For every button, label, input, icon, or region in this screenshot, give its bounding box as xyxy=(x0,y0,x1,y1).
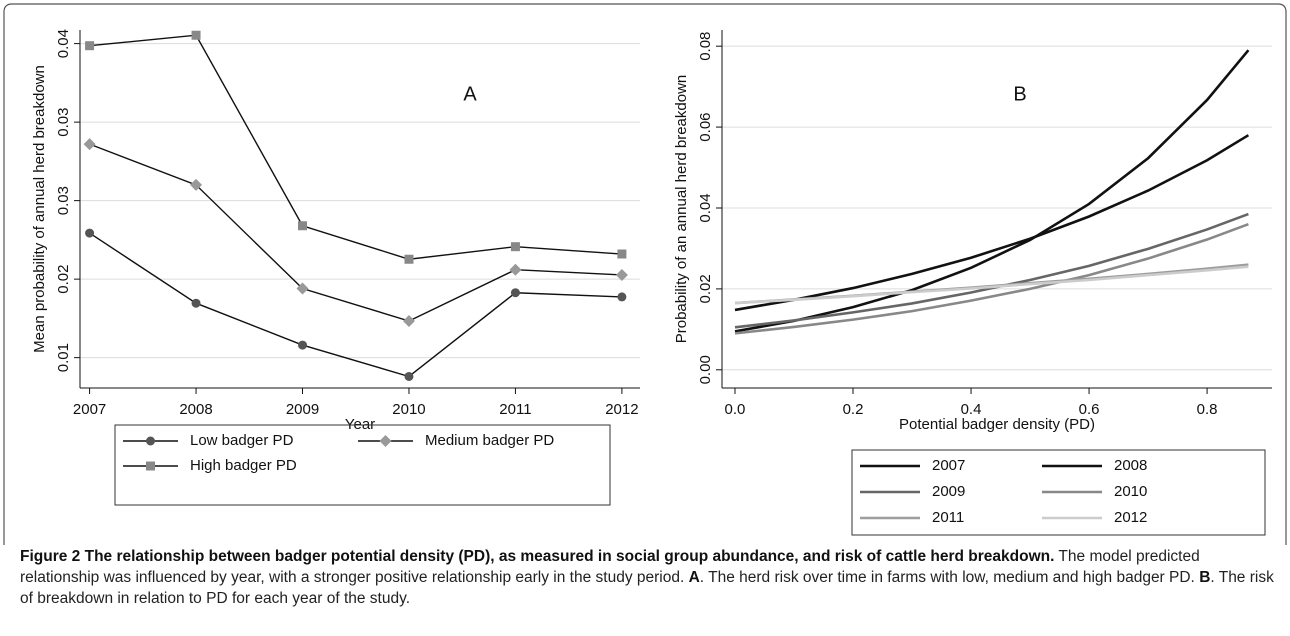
caption-label: B xyxy=(1199,569,1211,586)
caption-text: . The risk of breakdown in relation to P… xyxy=(20,569,1274,607)
marker xyxy=(191,298,201,308)
series-line xyxy=(89,34,622,260)
legend-box xyxy=(114,424,611,506)
legend-label: 2009 xyxy=(932,483,965,500)
legend-label: Low badger PD xyxy=(190,432,294,449)
marker xyxy=(85,228,95,238)
y-tick-label: 0.06 xyxy=(697,112,714,141)
x-tick-label: 0.4 xyxy=(961,401,982,418)
x-tick-label: 2009 xyxy=(286,401,319,418)
marker xyxy=(617,292,627,302)
y-tick-label: 0.04 xyxy=(55,29,72,58)
legend-label: 2011 xyxy=(932,509,964,526)
legend-label: Medium badger PD xyxy=(425,432,554,449)
marker xyxy=(509,263,522,276)
caption-label: A xyxy=(688,569,700,586)
marker xyxy=(191,30,201,40)
y-tick-label: 0.04 xyxy=(697,193,714,222)
marker xyxy=(510,242,520,252)
y-tick-label: 0.02 xyxy=(55,265,72,294)
series-line xyxy=(734,49,1250,333)
x-axis-label: Potential badger density (PD) xyxy=(899,416,1095,433)
x-tick-label: 0.0 xyxy=(725,401,746,418)
series-line xyxy=(89,232,622,378)
legend-marker xyxy=(146,461,155,471)
annotation: A xyxy=(463,83,477,105)
y-tick-label: 0.08 xyxy=(697,32,714,61)
caption: Figure 2 The relationship between badger… xyxy=(20,546,1275,609)
series-line xyxy=(734,222,1249,335)
x-axis-label: Year xyxy=(345,416,375,433)
y-tick-label: 0.00 xyxy=(697,355,714,384)
series-line xyxy=(89,143,622,322)
x-tick-label: 0.8 xyxy=(1197,401,1218,418)
series-line xyxy=(734,265,1249,305)
x-tick-label: 2008 xyxy=(179,401,212,418)
marker xyxy=(190,178,203,191)
legend-marker xyxy=(379,435,392,447)
marker xyxy=(298,221,308,231)
caption-text: The model predicted relationship was inf… xyxy=(20,548,1200,586)
y-tick-label: 0.01 xyxy=(55,343,72,372)
legend-label: 2010 xyxy=(1114,483,1147,500)
legend-label: High badger PD xyxy=(190,457,297,474)
marker xyxy=(296,282,309,295)
x-tick-label: 2010 xyxy=(392,401,425,418)
marker xyxy=(402,315,415,328)
marker xyxy=(615,268,628,281)
series-line xyxy=(734,134,1250,312)
marker xyxy=(404,254,414,264)
legend-label: 2007 xyxy=(932,457,965,474)
caption-title: Figure 2 The relationship between badger… xyxy=(20,548,1055,565)
marker xyxy=(617,249,627,259)
x-tick-label: 2012 xyxy=(605,401,638,418)
marker xyxy=(510,288,520,298)
y-axis-label: Mean probability of annual herd breakdow… xyxy=(31,65,48,353)
annotation: B xyxy=(1013,83,1026,105)
legend-label: 2008 xyxy=(1114,457,1147,474)
marker xyxy=(298,340,308,350)
y-tick-label: 0.02 xyxy=(697,274,714,303)
y-tick-label: 0.03 xyxy=(55,186,72,215)
x-tick-label: 0.6 xyxy=(1079,401,1100,418)
marker xyxy=(404,371,414,381)
marker xyxy=(83,138,96,151)
legend-box xyxy=(851,449,1266,536)
x-tick-label: 0.2 xyxy=(843,401,864,418)
figure-frame xyxy=(3,3,1287,545)
y-tick-label: 0.03 xyxy=(55,108,72,137)
legend-label: 2012 xyxy=(1114,509,1147,526)
legend-marker xyxy=(146,436,155,446)
x-tick-label: 2007 xyxy=(73,401,106,418)
marker xyxy=(85,41,95,51)
caption-text: . The herd risk over time in farms with … xyxy=(699,569,1200,586)
figure: 0.01 0.02 0.03 0.03 0.04 2007 2008 2009 2010 2011… xyxy=(3,3,1287,545)
x-tick-label: 2011 xyxy=(499,401,531,418)
y-axis-label: Probability of an annual herd breakdown xyxy=(673,75,690,344)
